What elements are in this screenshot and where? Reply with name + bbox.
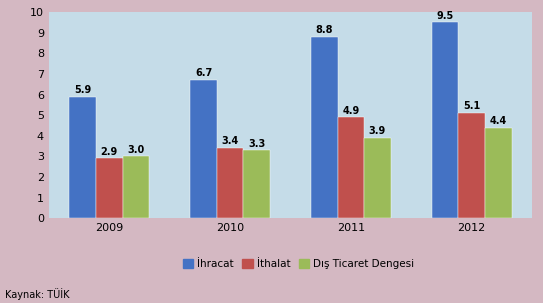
Text: 3.0: 3.0: [127, 145, 144, 155]
Bar: [217, 148, 243, 218]
Text: 2.9: 2.9: [100, 147, 118, 157]
Bar: [338, 117, 364, 218]
Text: 8.8: 8.8: [315, 25, 333, 35]
Text: 6.7: 6.7: [195, 68, 212, 78]
Text: 9.5: 9.5: [437, 11, 454, 21]
Text: Kaynak: TÜİK: Kaynak: TÜİK: [5, 288, 70, 300]
Text: 4.4: 4.4: [490, 116, 507, 126]
Text: 5.9: 5.9: [74, 85, 91, 95]
Bar: [432, 22, 458, 218]
Bar: [458, 113, 485, 218]
Bar: [70, 97, 96, 218]
Bar: [485, 128, 512, 218]
Bar: [190, 80, 217, 218]
Bar: [364, 138, 391, 218]
Text: 3.9: 3.9: [369, 126, 386, 136]
Legend: İhracat, İthalat, Dış Ticaret Dengesi: İhracat, İthalat, Dış Ticaret Dengesi: [179, 255, 419, 274]
Text: 3.3: 3.3: [248, 138, 266, 148]
Bar: [96, 158, 123, 218]
Text: 5.1: 5.1: [463, 102, 481, 112]
Bar: [123, 156, 149, 218]
Text: 3.4: 3.4: [222, 136, 239, 146]
Bar: [311, 37, 338, 218]
Text: 4.9: 4.9: [342, 105, 359, 115]
Bar: [243, 150, 270, 218]
